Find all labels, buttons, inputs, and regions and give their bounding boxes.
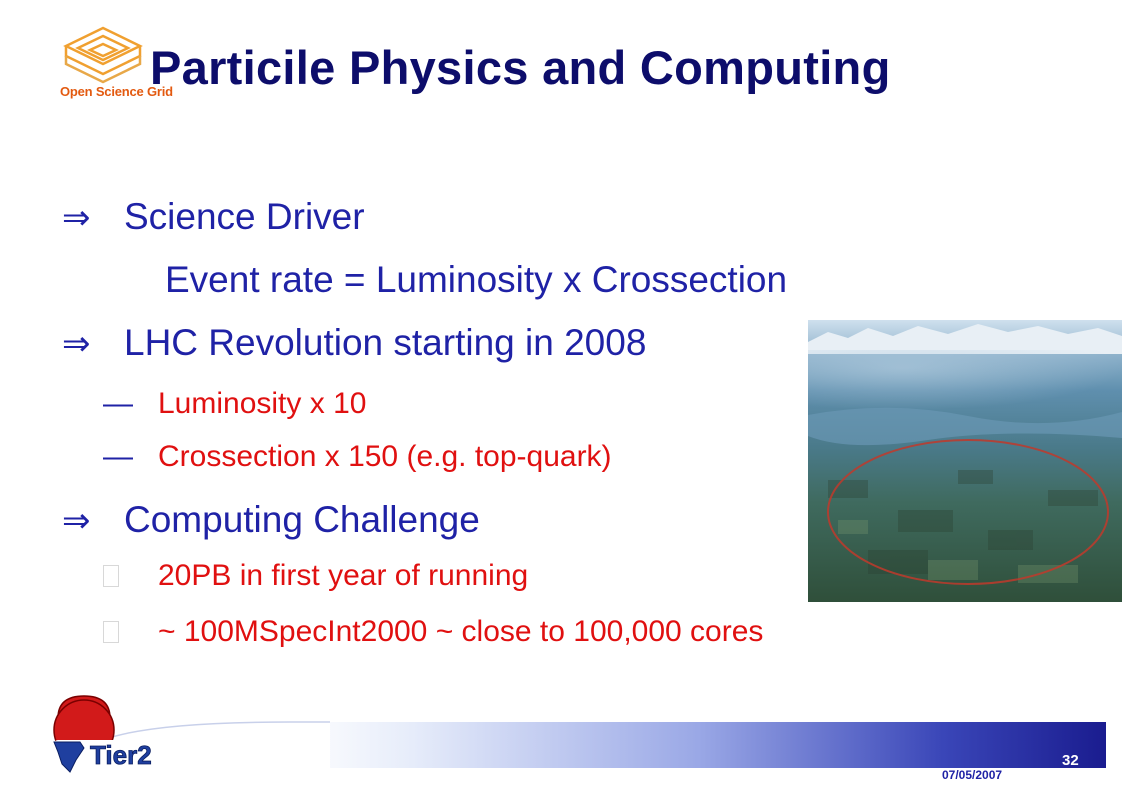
double-arrow-icon: ⇒ — [62, 324, 91, 364]
sub-bullet-storage: 20PB in first year of running — [103, 559, 528, 593]
bullet-lhc-revolution: ⇒ LHC Revolution starting in 2008 — [62, 322, 646, 364]
missing-glyph-icon — [103, 615, 158, 649]
sub-bullet-text: Luminosity x 10 — [158, 387, 367, 420]
event-rate-formula: Event rate = Luminosity x Crossection — [165, 259, 788, 300]
bullet-science-driver: ⇒ Science Driver — [62, 196, 365, 238]
footer-band — [290, 722, 1106, 768]
sub-bullet-text: ~ 100MSpecInt2000 ~ close to 100,000 cor… — [158, 615, 764, 648]
bullet-label: LHC Revolution starting in 2008 — [124, 322, 647, 363]
double-arrow-icon: ⇒ — [62, 501, 91, 541]
osg-logo: Open Science Grid — [52, 22, 192, 112]
tier2-logo: Tier2 — [53, 695, 204, 773]
osg-logo-text: Open Science Grid — [60, 84, 173, 99]
double-arrow-icon: ⇒ — [62, 198, 91, 238]
page-number: 32 — [1062, 752, 1079, 769]
em-dash-icon: — — [103, 387, 133, 420]
sub-bullet-crossection: — Crossection x 150 (e.g. top-quark) — [103, 440, 612, 474]
osg-grid-icon — [63, 26, 143, 84]
bullet-label: Science Driver — [124, 196, 365, 237]
missing-glyph-icon — [103, 559, 158, 593]
sub-bullet-cpu: ~ 100MSpecInt2000 ~ close to 100,000 cor… — [103, 615, 763, 649]
sub-bullet-text: 20PB in first year of running — [158, 559, 529, 592]
lhc-aerial-photo — [808, 320, 1122, 602]
slide-date: 07/05/2007 — [942, 768, 1003, 782]
sub-bullet-text: Crossection x 150 (e.g. top-quark) — [158, 440, 612, 473]
sub-bullet-luminosity: — Luminosity x 10 — [103, 387, 366, 421]
tier2-logo-text: Tier2 — [90, 740, 152, 770]
bullet-computing-challenge: ⇒ Computing Challenge — [62, 499, 480, 541]
bullet-label: Computing Challenge — [124, 499, 480, 540]
em-dash-icon: — — [103, 440, 133, 473]
slide-title: Particile Physics and Computing — [150, 41, 891, 94]
